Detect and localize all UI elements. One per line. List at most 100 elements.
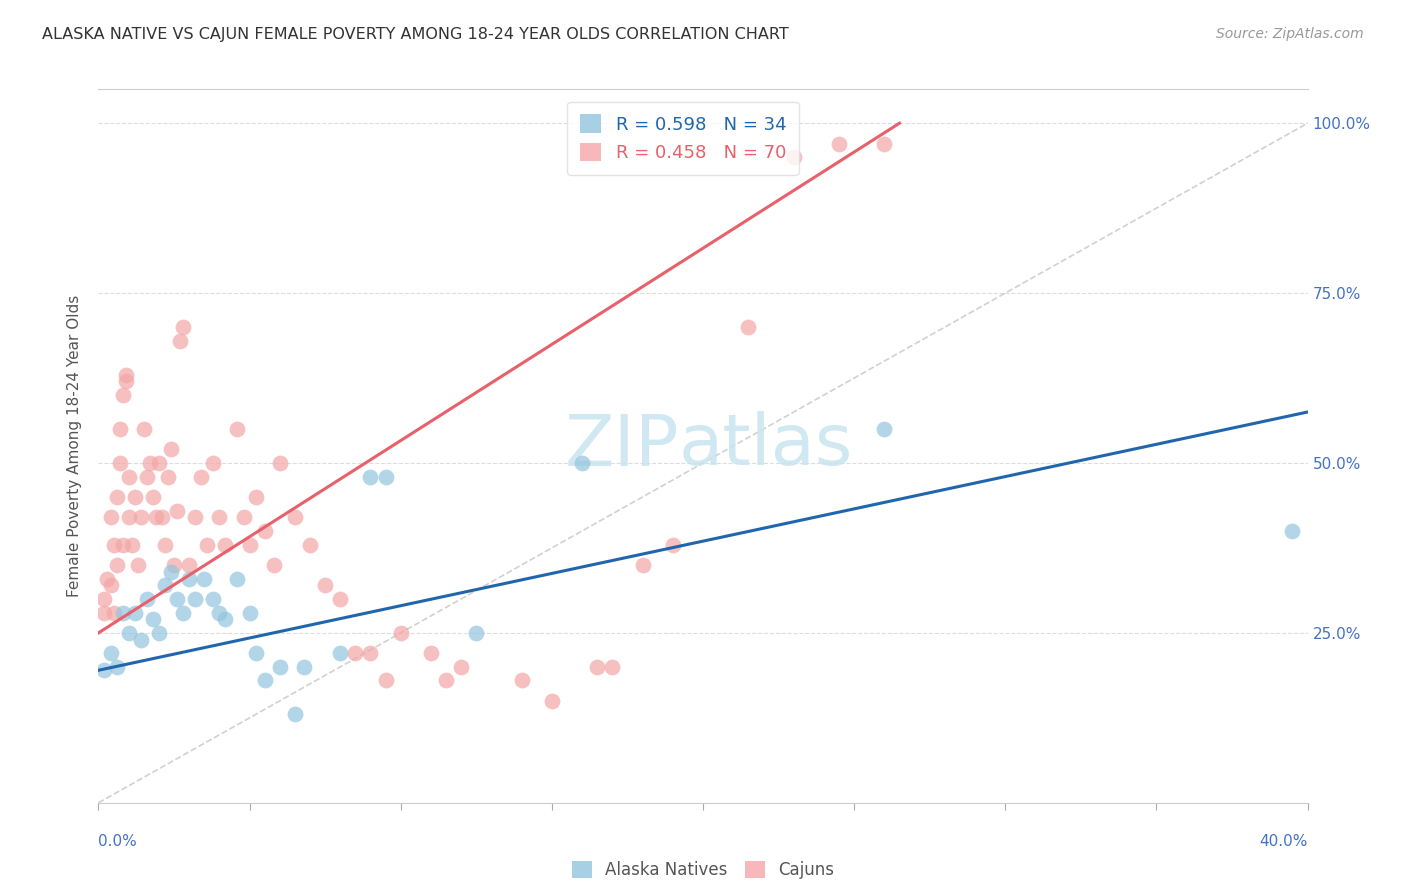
Point [100,578,122,592]
Point [465,626,488,640]
Point [253,524,276,538]
Point [127,558,149,572]
Point [420,646,443,660]
Point [1281,524,1303,538]
Point [374,469,396,483]
Point [129,510,152,524]
Point [166,503,188,517]
Point [184,510,207,524]
Point [118,510,141,524]
Point [226,422,249,436]
Point [160,442,183,457]
Point [148,626,170,640]
Point [214,537,236,551]
Point [602,660,624,674]
Point [190,469,212,483]
Point [389,626,412,640]
Point [111,388,134,402]
Point [344,646,367,660]
Point [135,591,157,606]
Point [169,334,191,348]
Point [226,572,249,586]
Point [172,606,194,620]
Point [245,490,267,504]
Point [93,663,115,677]
Point [105,660,128,674]
Point [100,646,122,660]
Point [873,136,896,151]
Point [253,673,276,688]
Point [124,606,146,620]
Point [179,572,201,586]
Point [374,673,396,688]
Point [434,673,457,688]
Point [631,558,654,572]
Point [292,660,315,674]
Point [284,510,307,524]
Point [166,591,188,606]
Point [163,558,186,572]
Point [193,572,215,586]
Point [114,375,136,389]
Point [121,537,143,551]
Point [135,469,157,483]
Point [263,558,285,572]
Point [662,537,685,551]
Point [783,150,806,164]
Point [232,510,254,524]
Point [314,578,336,592]
Point [156,469,179,483]
Point [105,490,128,504]
Point [571,456,593,470]
Text: 0.0%: 0.0% [98,834,138,849]
Point [510,673,533,688]
Text: Source: ZipAtlas.com: Source: ZipAtlas.com [1216,27,1364,41]
Point [100,510,122,524]
Point [540,694,562,708]
Point [284,707,307,722]
Point [118,626,141,640]
Point [108,422,131,436]
Point [239,606,262,620]
Point [103,537,125,551]
Point [108,456,131,470]
Point [139,456,162,470]
Point [96,572,118,586]
Point [450,660,472,674]
Point [118,469,141,483]
Point [329,646,352,660]
Point [124,490,146,504]
Point [737,320,759,334]
Point [172,320,194,334]
Point [239,537,262,551]
Point [202,591,225,606]
Point [145,510,167,524]
Point [208,510,231,524]
Point [873,422,896,436]
Text: 40.0%: 40.0% [1260,834,1308,849]
Point [153,537,176,551]
Point [329,591,352,606]
Point [214,612,236,626]
Point [828,136,851,151]
Point [142,490,165,504]
Point [360,646,382,660]
Point [160,565,183,579]
Point [148,456,170,470]
Point [208,606,231,620]
Point [111,606,134,620]
Point [111,537,134,551]
Point [269,660,291,674]
Point [245,646,267,660]
Point [586,660,609,674]
Point [103,606,125,620]
Point [105,558,128,572]
Point [299,537,322,551]
Text: ALASKA NATIVE VS CAJUN FEMALE POVERTY AMONG 18-24 YEAR OLDS CORRELATION CHART: ALASKA NATIVE VS CAJUN FEMALE POVERTY AM… [42,27,789,42]
Point [132,422,155,436]
Y-axis label: Female Poverty Among 18-24 Year Olds: Female Poverty Among 18-24 Year Olds [67,295,83,597]
Point [195,537,218,551]
Point [93,606,115,620]
Point [269,456,291,470]
Point [93,591,115,606]
